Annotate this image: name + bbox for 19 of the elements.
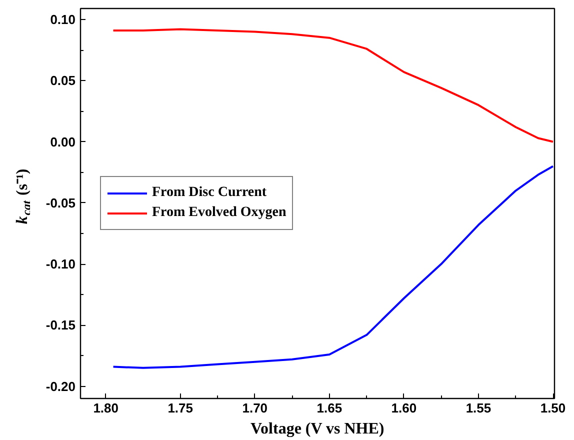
legend-label: From Disc Current xyxy=(152,185,267,201)
y-tick-label: -0.20 xyxy=(46,378,76,394)
legend-label: From Evolved Oxygen xyxy=(152,205,286,221)
line-series xyxy=(112,28,554,143)
x-tick-label: 1.70 xyxy=(242,400,268,416)
x-tick-label: 1.65 xyxy=(316,400,342,416)
x-tick-label: 1.50 xyxy=(540,400,566,416)
y-tick-label: 0.00 xyxy=(50,134,76,150)
y-tick-label: -0.05 xyxy=(46,195,76,210)
x-tick-label: 1.75 xyxy=(168,400,194,416)
x-axis-title: Voltage (V vs NHE) xyxy=(250,420,384,438)
x-tick-label: 1.60 xyxy=(391,400,417,416)
x-tick-label: 1.55 xyxy=(466,400,492,416)
line-series xyxy=(112,165,554,369)
x-tick-label: 1.80 xyxy=(93,400,118,416)
y-tick-label: -0.10 xyxy=(46,256,76,272)
y-tick-label: 0.10 xyxy=(50,12,76,28)
y-tick-label: -0.15 xyxy=(46,318,76,333)
y-tick-label: 0.05 xyxy=(50,73,76,88)
